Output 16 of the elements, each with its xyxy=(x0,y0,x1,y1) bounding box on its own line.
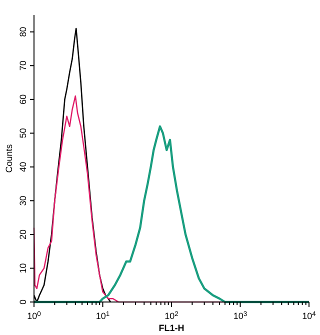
x-axis-title: FL1-H xyxy=(158,323,184,333)
y-tick-label: 50 xyxy=(18,128,28,138)
x-tick-label: 10$^{3}$ xyxy=(233,310,248,321)
y-tick-label: 0 xyxy=(18,299,28,305)
y-tick-label: 70 xyxy=(18,60,28,71)
y-tick-label: 60 xyxy=(18,94,28,104)
y-axis-title: Counts xyxy=(4,144,14,173)
x-tick-label: 10$^{0}$ xyxy=(27,310,42,321)
x-tick-label: 10$^{1}$ xyxy=(96,310,110,321)
y-tick-label: 80 xyxy=(18,26,28,37)
y-tick-label: 20 xyxy=(18,229,28,240)
y-tick-label: 10 xyxy=(18,263,28,274)
y-tick-label: 30 xyxy=(18,196,28,206)
x-tick-label: 10$^{2}$ xyxy=(164,310,179,321)
y-tick-label: 40 xyxy=(18,162,28,172)
x-tick-label: 10$^{4}$ xyxy=(302,310,316,321)
